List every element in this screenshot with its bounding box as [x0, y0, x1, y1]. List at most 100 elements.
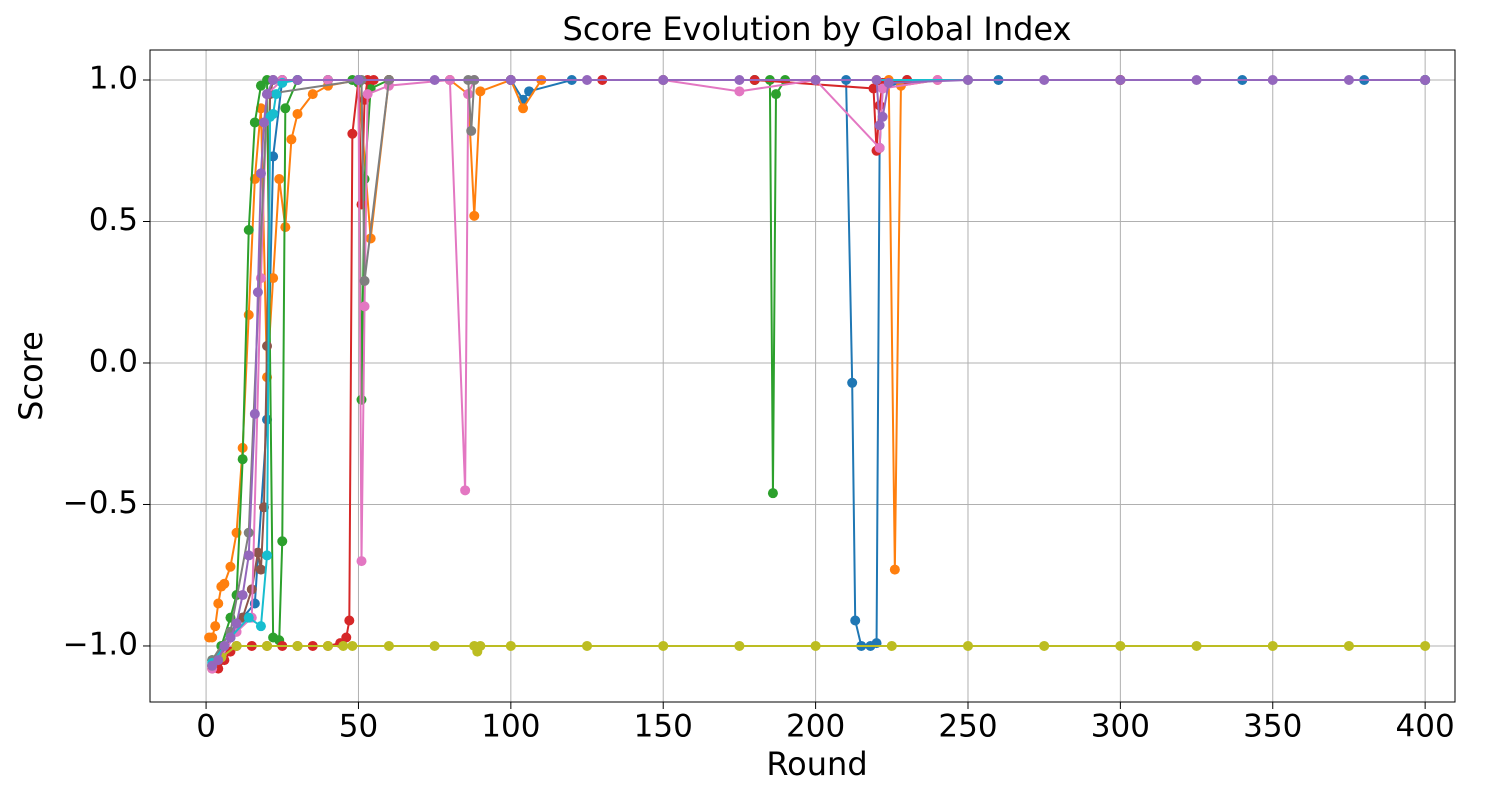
- y-axis-label: Score: [12, 331, 50, 421]
- point: [243, 612, 254, 623]
- point: [262, 550, 273, 561]
- point: [1420, 640, 1431, 651]
- series: [207, 74, 1431, 666]
- series: [207, 74, 1431, 671]
- point: [874, 120, 885, 131]
- point: [359, 275, 370, 286]
- point: [237, 454, 248, 465]
- point: [1115, 640, 1126, 651]
- y-tick-label: −0.5: [63, 485, 138, 521]
- x-tick-label: 300: [1091, 709, 1150, 745]
- point: [1039, 640, 1050, 651]
- point: [962, 640, 973, 651]
- point: [255, 564, 266, 575]
- series: [207, 640, 1431, 671]
- series-line: [211, 78, 1426, 661]
- point: [475, 640, 486, 651]
- x-tick-label: 350: [1243, 709, 1302, 745]
- point: [1191, 74, 1202, 85]
- series-line: [211, 78, 1426, 670]
- y-tick-label: 0.0: [89, 343, 138, 379]
- point: [274, 174, 285, 185]
- point: [962, 74, 973, 85]
- point: [429, 640, 440, 651]
- point: [213, 598, 224, 609]
- y-tick-label: −1.0: [63, 626, 138, 662]
- x-tick-label: 400: [1396, 709, 1455, 745]
- point: [237, 590, 248, 601]
- point: [658, 640, 669, 651]
- point: [359, 301, 370, 312]
- point: [243, 224, 254, 235]
- series: [207, 74, 1431, 674]
- series: [207, 74, 1431, 674]
- point: [734, 86, 745, 97]
- point: [268, 273, 279, 284]
- point: [810, 74, 821, 85]
- point: [255, 621, 266, 632]
- point: [1267, 74, 1278, 85]
- point: [847, 377, 858, 388]
- point: [255, 168, 266, 179]
- point: [307, 89, 318, 100]
- point: [1115, 74, 1126, 85]
- point: [219, 578, 230, 589]
- point: [271, 89, 282, 100]
- point: [883, 77, 894, 88]
- point: [219, 640, 230, 651]
- point: [280, 103, 291, 114]
- point: [505, 74, 516, 85]
- point: [353, 74, 364, 85]
- point: [1191, 640, 1202, 651]
- point: [850, 615, 861, 626]
- point: [210, 621, 221, 632]
- point: [249, 117, 260, 128]
- point: [505, 640, 516, 651]
- point: [207, 632, 218, 643]
- point: [277, 536, 288, 547]
- series: [207, 74, 1431, 671]
- point: [213, 655, 224, 666]
- point: [874, 142, 885, 153]
- series-line: [211, 78, 1426, 667]
- series-line: [211, 78, 1426, 667]
- point: [582, 74, 593, 85]
- point: [252, 547, 263, 558]
- point: [268, 74, 279, 85]
- point: [322, 640, 333, 651]
- point: [286, 134, 297, 145]
- point: [877, 111, 888, 122]
- point: [344, 615, 355, 626]
- series: [207, 74, 1431, 666]
- point: [252, 287, 263, 298]
- point: [810, 640, 821, 651]
- point: [383, 640, 394, 651]
- series-line: [211, 78, 1426, 667]
- point: [249, 408, 260, 419]
- point: [262, 89, 273, 100]
- point: [518, 103, 529, 114]
- point: [658, 74, 669, 85]
- point: [225, 561, 236, 572]
- series: [207, 74, 1431, 668]
- plot-frame: [149, 49, 1456, 703]
- point: [341, 632, 352, 643]
- x-tick-label: 50: [339, 709, 378, 745]
- point: [1420, 74, 1431, 85]
- point: [225, 632, 236, 643]
- point: [871, 74, 882, 85]
- point: [262, 640, 273, 651]
- series-line: [211, 77, 1426, 661]
- point: [292, 74, 303, 85]
- series-line: [211, 78, 1426, 664]
- point: [258, 117, 269, 128]
- point: [243, 309, 254, 320]
- point: [475, 86, 486, 97]
- point: [466, 125, 477, 136]
- point: [1267, 640, 1278, 651]
- point: [292, 108, 303, 119]
- x-axis-label: Round: [766, 745, 867, 783]
- x-tick-label: 200: [786, 709, 845, 745]
